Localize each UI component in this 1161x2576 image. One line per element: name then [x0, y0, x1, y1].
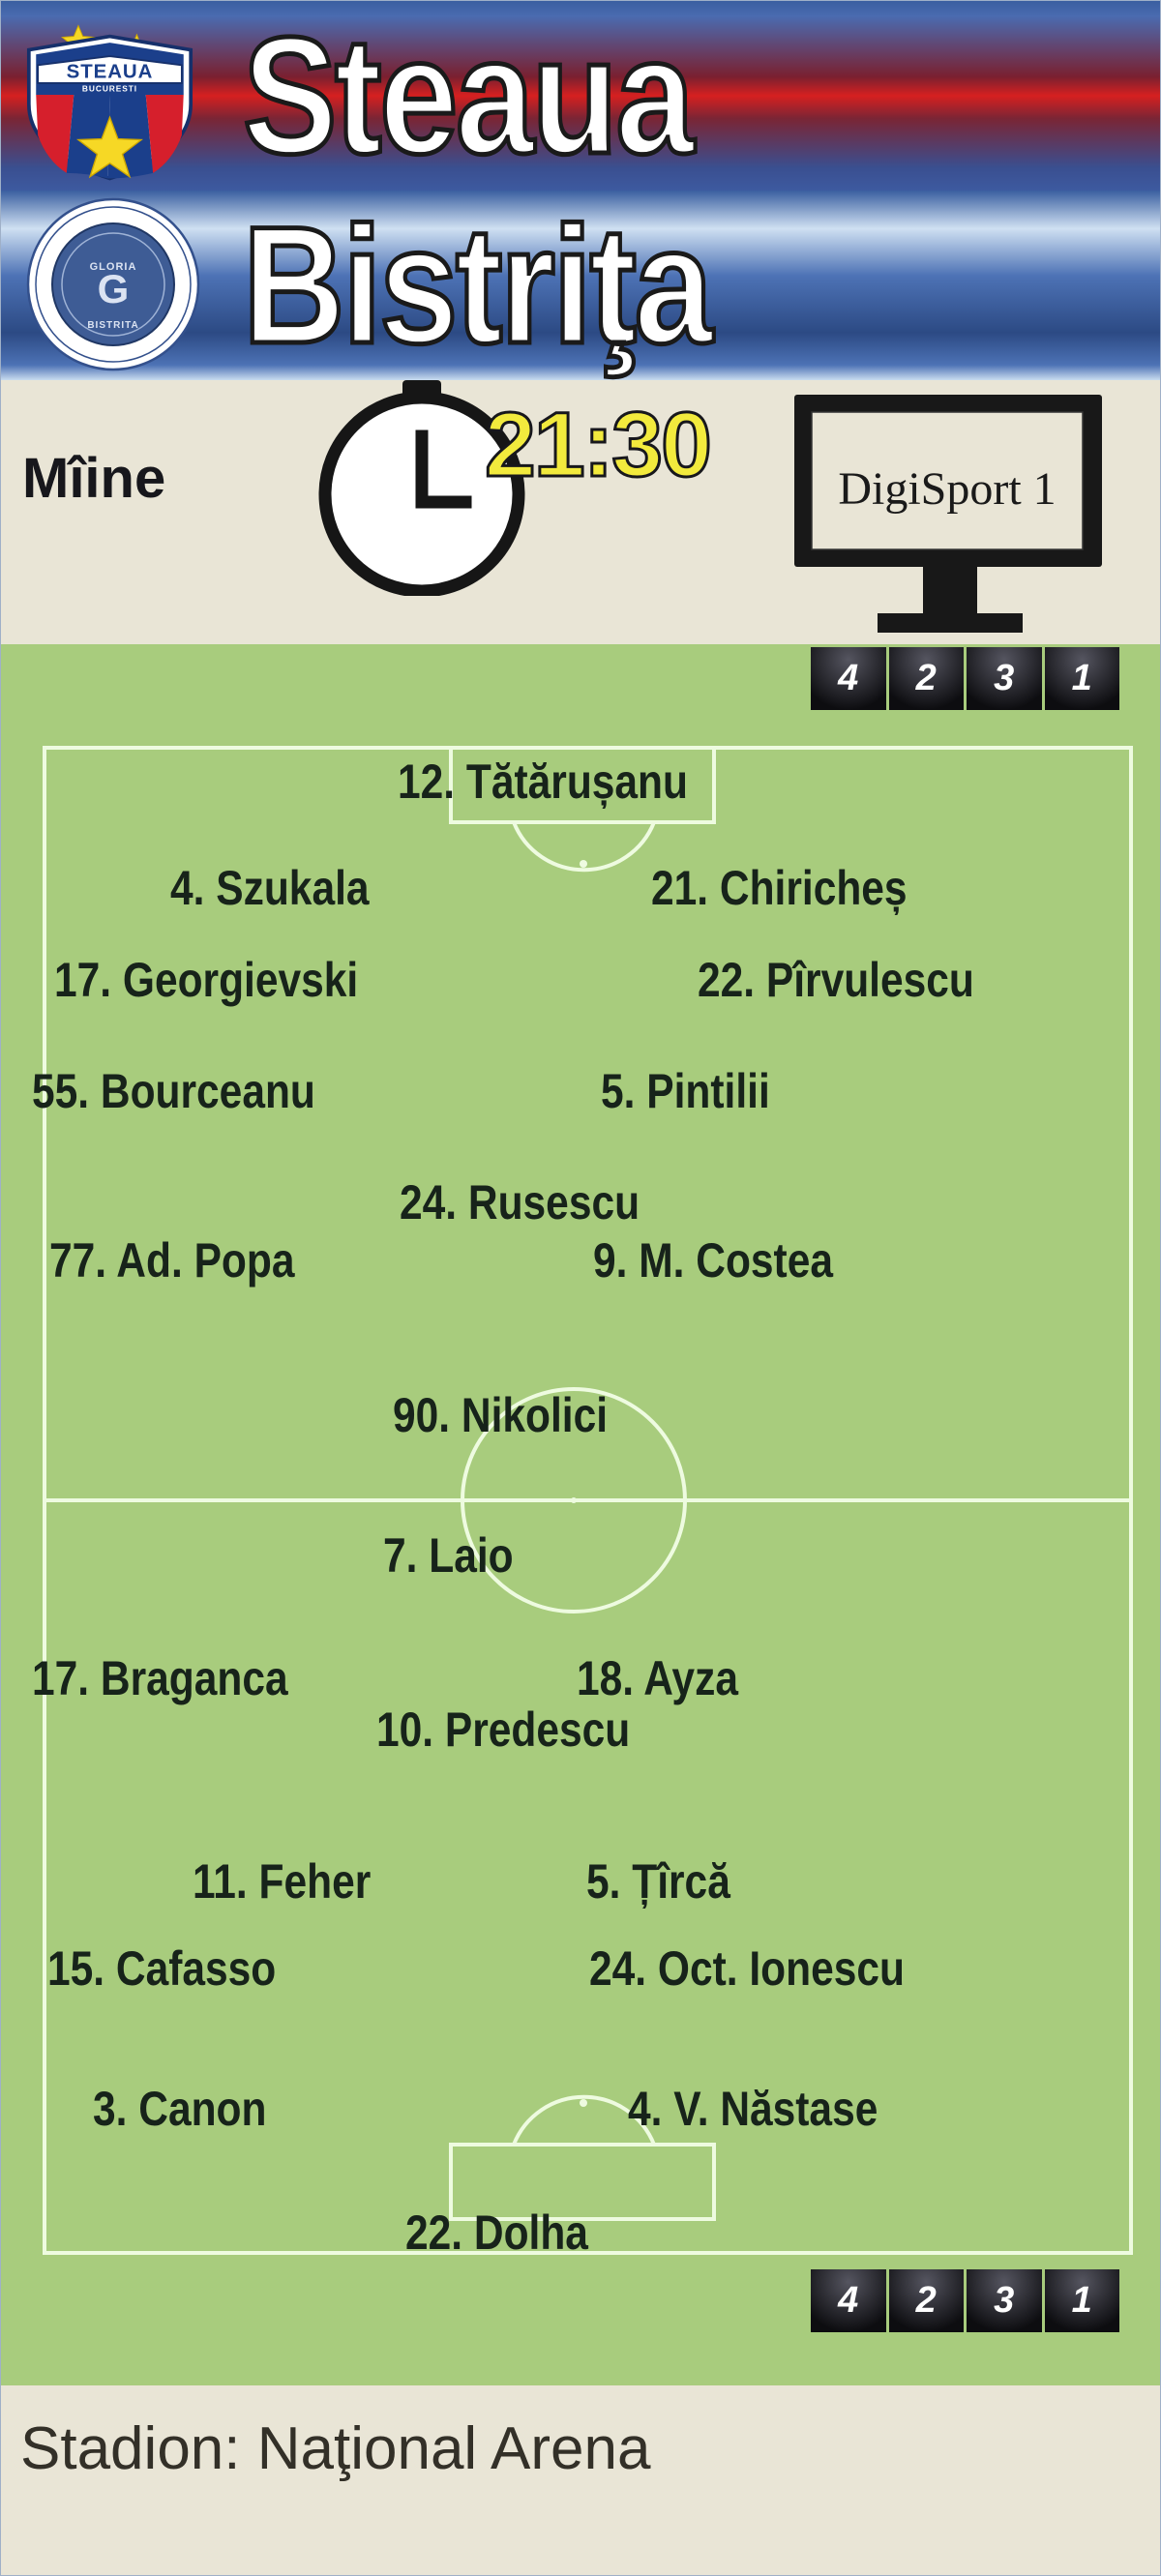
svg-text:BISTRITA: BISTRITA [87, 320, 138, 331]
svg-text:DigiSport 1: DigiSport 1 [838, 463, 1056, 515]
svg-text:BUCURESTI: BUCURESTI [82, 83, 137, 93]
svg-text:G: G [98, 266, 130, 311]
svg-text:STEAUA: STEAUA [67, 60, 154, 82]
